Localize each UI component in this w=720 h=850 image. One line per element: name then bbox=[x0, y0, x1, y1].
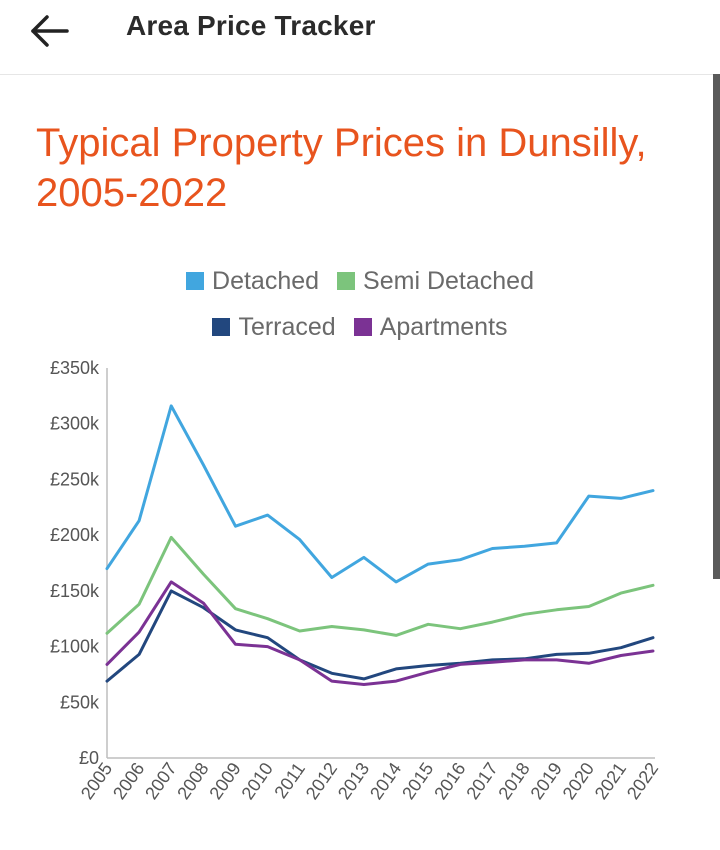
legend-swatch bbox=[353, 318, 372, 336]
x-tick-label: 2021 bbox=[591, 759, 630, 803]
legend-swatch bbox=[212, 318, 231, 336]
x-tick-label: 2009 bbox=[205, 759, 244, 803]
legend-swatch bbox=[337, 272, 356, 290]
x-tick-label: 2010 bbox=[238, 759, 277, 803]
scrollbar[interactable] bbox=[713, 74, 720, 579]
legend-label: Apartments bbox=[379, 312, 508, 341]
x-tick-label: 2019 bbox=[527, 759, 566, 803]
legend-label: Semi Detached bbox=[363, 266, 534, 295]
series-line-detached bbox=[105, 404, 655, 584]
legend-item-terraced[interactable]: Terraced bbox=[212, 312, 336, 342]
x-tick-label: 2007 bbox=[141, 759, 180, 803]
y-tick-label: £200k bbox=[50, 525, 100, 545]
x-tick-label: 2016 bbox=[430, 759, 469, 803]
y-tick-label: £250k bbox=[50, 469, 100, 489]
y-tick-label: £350k bbox=[50, 358, 100, 378]
series-line-terraced bbox=[105, 589, 655, 683]
legend-item-detached[interactable]: Detached bbox=[186, 267, 319, 296]
page-title: Area Price Tracker bbox=[126, 10, 376, 41]
x-tick-label: 2022 bbox=[623, 759, 662, 803]
app-bar: Area Price Tracker bbox=[0, 0, 720, 75]
x-tick-label: 2008 bbox=[173, 759, 212, 803]
x-tick-label: 2012 bbox=[302, 759, 341, 803]
y-tick-label: £150k bbox=[50, 581, 100, 601]
x-tick-label: 2006 bbox=[109, 759, 148, 803]
x-tick-label: 2018 bbox=[494, 759, 533, 803]
y-tick-label: £0 bbox=[79, 748, 99, 768]
x-tick-label: 2017 bbox=[462, 759, 501, 803]
legend-label: Terraced bbox=[238, 312, 336, 341]
line-chart: £0£50k£100k£150k£200k£250k£300k£350k2005… bbox=[50, 358, 662, 803]
chart-legend: Detached Semi Detached Terraced Apartmen… bbox=[0, 258, 720, 350]
chart-title: Typical Property Prices in Dunsilly, 200… bbox=[36, 121, 647, 215]
x-tick-label: 2014 bbox=[366, 759, 405, 803]
legend-item-semi-detached[interactable]: Semi Detached bbox=[337, 267, 534, 296]
x-tick-label: 2020 bbox=[559, 759, 598, 803]
legend-item-apartments[interactable]: Apartments bbox=[353, 312, 508, 342]
x-tick-label: 2015 bbox=[398, 759, 437, 803]
y-tick-label: £300k bbox=[50, 414, 100, 434]
y-tick-label: £100k bbox=[50, 637, 100, 657]
x-tick-label: 2013 bbox=[334, 759, 373, 803]
series-line-apartments bbox=[105, 580, 655, 686]
legend-label: Detached bbox=[212, 266, 320, 295]
y-tick-label: £50k bbox=[60, 692, 100, 712]
series-line-semi-detached bbox=[105, 535, 655, 637]
x-tick-label: 2011 bbox=[270, 759, 309, 802]
legend-swatch bbox=[186, 272, 205, 290]
arrow-left-icon bbox=[31, 15, 69, 47]
back-button[interactable] bbox=[22, 6, 76, 56]
